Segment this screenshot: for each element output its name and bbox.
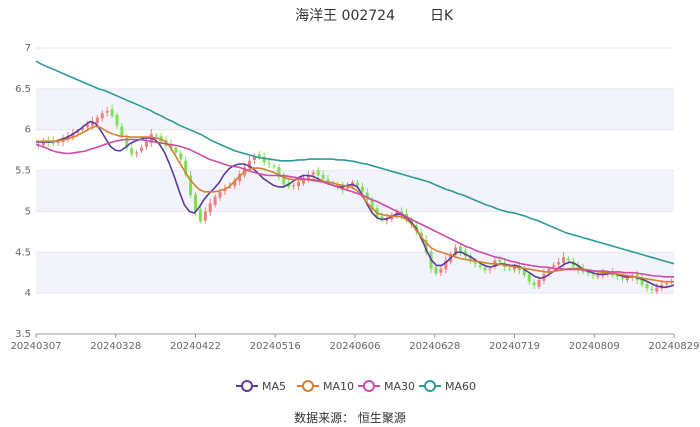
legend-label: MA60 xyxy=(445,380,476,393)
candle xyxy=(527,271,531,285)
candle xyxy=(105,106,109,117)
candle xyxy=(360,182,364,195)
band xyxy=(36,170,674,212)
candle xyxy=(596,271,600,280)
x-tick-label: 20240809 xyxy=(569,341,620,352)
candle xyxy=(458,242,463,257)
x-tick-label: 20240422 xyxy=(170,341,221,352)
candle xyxy=(650,285,654,294)
legend-marker-icon xyxy=(241,380,253,392)
legend-item-ma10[interactable]: MA10 xyxy=(297,380,354,393)
y-axis: 3.5 4 4.5 5 5.5 6 6.5 7 xyxy=(15,43,31,340)
candle xyxy=(454,244,458,259)
moving-average-lines xyxy=(35,60,675,289)
candle xyxy=(174,145,178,156)
x-tick-label: 20240606 xyxy=(330,341,381,352)
candle xyxy=(336,181,340,191)
legend-item-ma30[interactable]: MA30 xyxy=(358,380,415,393)
candle xyxy=(508,266,512,272)
candle xyxy=(95,115,99,126)
x-tick-label: 20240307 xyxy=(11,341,62,352)
band xyxy=(36,88,674,130)
candle xyxy=(365,187,369,204)
y-tick-label: 5 xyxy=(25,206,31,217)
candle xyxy=(130,143,134,158)
candle xyxy=(179,150,183,164)
x-tick-label: 20240328 xyxy=(90,341,141,352)
y-tick-label: 4.5 xyxy=(15,247,31,258)
x-tick-label: 20240829 xyxy=(649,341,700,352)
candle xyxy=(640,273,644,288)
candle xyxy=(522,263,526,278)
chart-header: 海洋王 002724 日K xyxy=(295,8,454,24)
y-tick-label: 4 xyxy=(25,288,31,299)
candle xyxy=(557,258,561,268)
candle xyxy=(439,264,443,276)
candle xyxy=(86,120,90,131)
candle xyxy=(483,262,487,274)
x-axis: 20240307 20240328 20240422 20240516 20240606… xyxy=(11,333,700,352)
candle xyxy=(233,177,237,190)
candle xyxy=(316,167,320,178)
legend[interactable]: MA5 MA10 MA30 MA60 xyxy=(236,380,476,393)
candle xyxy=(223,184,227,196)
candle xyxy=(208,198,212,217)
y-tick-label: 5.5 xyxy=(15,166,31,177)
candle xyxy=(321,170,325,183)
candle xyxy=(468,253,472,264)
candle xyxy=(272,163,276,169)
x-tick-label: 20240719 xyxy=(489,341,540,352)
candle xyxy=(252,153,256,165)
candle xyxy=(154,132,158,138)
candle xyxy=(135,150,139,158)
candle xyxy=(139,144,144,154)
candle xyxy=(444,255,448,274)
legend-marker-icon xyxy=(363,380,375,392)
candle xyxy=(115,112,119,129)
candle xyxy=(306,170,310,183)
candle xyxy=(292,182,296,190)
ma-line-ma5 xyxy=(36,120,675,289)
x-tick-label: 20240516 xyxy=(250,341,301,352)
candle xyxy=(100,110,104,122)
y-tick-label: 3.5 xyxy=(15,329,31,340)
candle xyxy=(277,164,281,181)
candle xyxy=(267,158,271,169)
chart-period: 日K xyxy=(430,8,454,24)
chart-title: 海洋王 002724 xyxy=(295,8,395,24)
candle xyxy=(120,123,124,141)
candle xyxy=(203,207,207,224)
candle xyxy=(81,124,85,133)
data-source: 数据来源： 恒生聚源 xyxy=(294,410,406,425)
candle xyxy=(198,206,202,224)
legend-label: MA5 xyxy=(262,380,286,393)
y-tick-label: 6 xyxy=(25,125,31,136)
candle xyxy=(189,170,193,199)
y-tick-label: 6.5 xyxy=(15,84,31,95)
candle xyxy=(238,170,242,186)
candle xyxy=(110,104,114,119)
candle xyxy=(645,281,649,292)
candle xyxy=(297,178,301,191)
legend-item-ma60[interactable]: MA60 xyxy=(419,380,476,393)
legend-item-ma5[interactable]: MA5 xyxy=(236,380,286,393)
ma-line-ma60 xyxy=(35,60,675,265)
legend-label: MA30 xyxy=(384,380,415,393)
candle xyxy=(424,235,428,256)
x-tick-label: 20240628 xyxy=(409,341,460,352)
y-tick-label: 7 xyxy=(25,43,31,54)
candle xyxy=(213,194,217,208)
candle xyxy=(532,279,536,290)
ma-line-ma30 xyxy=(35,138,674,278)
legend-marker-icon xyxy=(424,380,436,392)
legend-marker-icon xyxy=(302,380,314,392)
legend-label: MA10 xyxy=(323,380,354,393)
